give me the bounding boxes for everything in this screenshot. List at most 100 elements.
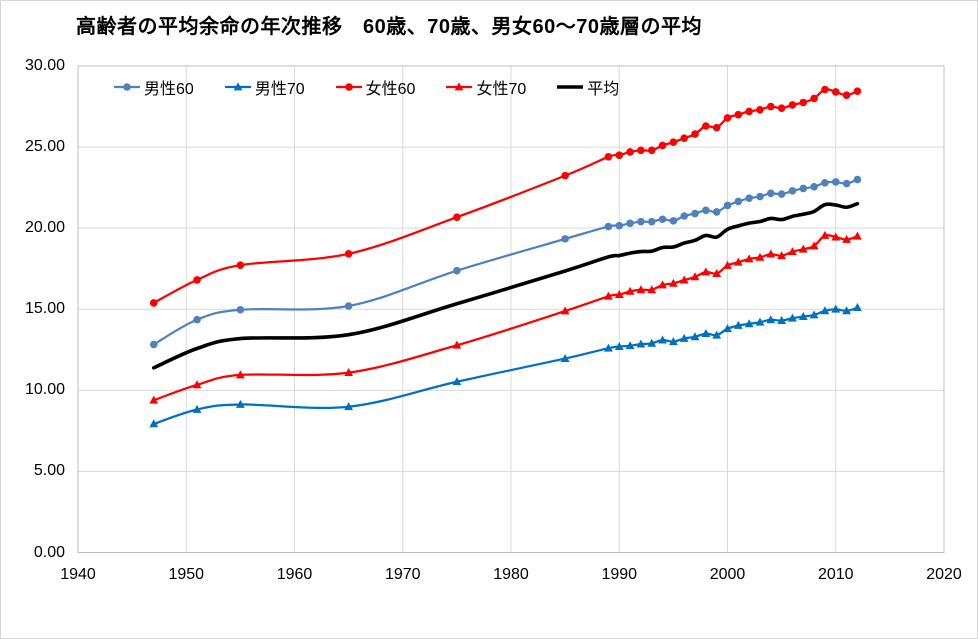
y-axis-tick-label: 0.00	[33, 543, 65, 561]
legend-marker-male-60	[114, 83, 140, 91]
data-point-female-70	[614, 290, 624, 299]
data-point-female-60	[842, 91, 851, 99]
data-point-male-70	[831, 304, 841, 313]
data-point-male-70	[192, 404, 202, 413]
data-point-male-60	[723, 201, 732, 210]
data-point-female-70	[755, 252, 765, 261]
data-point-female-70	[712, 268, 722, 277]
data-point-male-60	[842, 179, 851, 188]
data-point-female-60	[626, 148, 634, 156]
data-point-male-70	[766, 315, 776, 324]
data-point-female-70	[798, 244, 808, 253]
data-point-male-70	[344, 402, 354, 411]
data-point-male-70	[842, 306, 851, 315]
legend: 男性60 男性70 女性60 女性70 平均	[114, 77, 619, 98]
data-point-female-70	[668, 278, 678, 287]
x-axis-tick-label: 1980	[493, 566, 529, 583]
legend-marker-female-60	[335, 83, 362, 91]
data-point-female-60	[193, 276, 201, 284]
y-axis-tick-label: 10.00	[24, 381, 65, 399]
data-point-male-70	[701, 328, 711, 337]
x-axis-tick-label: 2020	[926, 566, 962, 583]
data-point-female-70	[604, 291, 613, 300]
data-point-male-60	[561, 235, 569, 243]
data-point-male-60	[767, 189, 775, 198]
data-point-male-60	[637, 217, 645, 226]
data-point-female-70	[679, 275, 689, 284]
data-point-male-70	[733, 320, 743, 329]
data-point-male-70	[820, 306, 830, 315]
data-point-male-60	[647, 217, 656, 226]
data-point-male-70	[647, 338, 657, 347]
data-point-male-70	[614, 341, 624, 350]
legend-label: 男性70	[254, 81, 305, 98]
data-point-female-60	[615, 151, 624, 159]
legend-item-female-70: 女性70	[446, 77, 526, 98]
data-point-male-70	[636, 339, 646, 348]
data-point-male-60	[810, 183, 818, 191]
legend-marker-female-70	[446, 82, 473, 91]
data-point-male-60	[344, 302, 353, 310]
legend-item-male-60: 男性60	[114, 77, 194, 98]
data-point-male-60	[853, 175, 862, 184]
data-point-male-60	[193, 315, 201, 324]
data-point-male-60	[734, 197, 743, 206]
data-point-female-60	[777, 104, 786, 112]
data-point-female-60	[853, 87, 862, 95]
data-point-male-60	[626, 219, 634, 228]
data-point-female-70	[690, 272, 700, 281]
legend-label: 男性60	[144, 81, 194, 98]
data-point-male-70	[744, 319, 754, 328]
data-point-female-70	[647, 285, 657, 294]
legend-item-average: 平均	[557, 77, 619, 98]
data-point-female-70	[701, 267, 711, 276]
data-point-female-60	[344, 249, 353, 258]
data-point-female-70	[235, 370, 245, 379]
plot-border	[77, 65, 945, 553]
data-point-female-60	[236, 261, 245, 269]
x-axis-tick-label: 2000	[709, 566, 746, 583]
data-point-male-60	[745, 194, 753, 202]
data-point-female-70	[149, 395, 159, 404]
data-point-male-60	[680, 212, 688, 220]
y-axis-tick-label: 25.00	[24, 138, 65, 156]
data-point-male-70	[798, 311, 808, 320]
legend-marker-male-70	[224, 82, 251, 91]
data-point-male-60	[788, 187, 797, 195]
data-point-male-70	[560, 353, 570, 362]
data-point-male-70	[149, 419, 159, 428]
data-point-male-70	[712, 330, 722, 339]
data-point-female-60	[149, 299, 158, 307]
data-point-female-60	[702, 122, 710, 130]
data-point-female-60	[734, 110, 743, 119]
data-point-male-60	[658, 215, 667, 224]
data-point-female-60	[788, 101, 797, 109]
data-point-male-70	[777, 316, 787, 324]
data-point-female-60	[637, 146, 645, 155]
y-axis-tick-label: 30.00	[24, 57, 65, 74]
data-point-female-70	[625, 286, 635, 295]
data-point-female-70	[733, 257, 743, 266]
y-axis-tick-label: 20.00	[24, 219, 65, 237]
data-point-female-60	[647, 146, 656, 155]
data-point-male-70	[658, 335, 667, 344]
data-point-female-70	[766, 249, 776, 258]
data-point-male-60	[149, 340, 158, 349]
data-point-female-60	[453, 213, 461, 221]
data-point-female-60	[810, 94, 818, 103]
series-line-average	[151, 201, 860, 370]
data-point-female-60	[669, 138, 678, 147]
data-point-female-60	[799, 98, 808, 107]
data-point-male-70	[853, 303, 862, 312]
data-point-female-70	[744, 254, 754, 263]
data-point-female-60	[767, 102, 775, 111]
data-point-male-60	[712, 208, 721, 216]
data-point-male-70	[235, 399, 245, 408]
data-point-male-60	[691, 209, 699, 218]
legend-item-female-60: 女性60	[335, 77, 415, 98]
data-point-male-60	[821, 178, 829, 187]
x-axis-tick-label: 1960	[276, 566, 313, 583]
series-markers-male-70	[149, 303, 862, 428]
series-markers-male-60	[149, 175, 862, 349]
